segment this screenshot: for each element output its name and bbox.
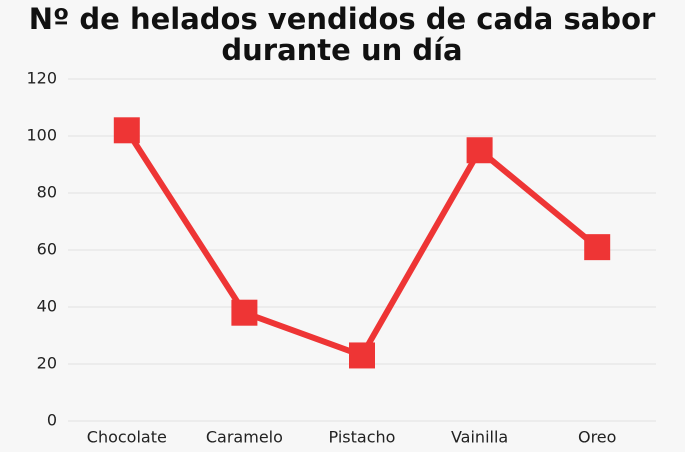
- data-point: [231, 299, 258, 326]
- y-tick-label: 0: [47, 411, 57, 430]
- x-tick-label: Pistacho: [329, 428, 396, 447]
- data-point: [466, 137, 493, 164]
- x-tick-label: Vainilla: [451, 428, 508, 447]
- x-tick-label: Caramelo: [206, 428, 283, 447]
- y-tick-label: 60: [37, 240, 57, 259]
- data-point: [113, 117, 140, 144]
- x-tick-label: Oreo: [578, 428, 616, 447]
- y-tick-label: 120: [26, 69, 57, 88]
- data-point: [349, 342, 375, 369]
- y-tick-label: 80: [37, 183, 57, 202]
- data-line: [124, 128, 600, 359]
- chart-title: Nº de helados vendidos de cada sabor dur…: [28, 2, 656, 67]
- y-tick-label: 20: [37, 354, 57, 373]
- y-tick-label: 100: [26, 126, 57, 145]
- x-tick-label: Chocolate: [87, 428, 167, 447]
- y-tick-label: 40: [37, 297, 57, 316]
- data-point: [584, 234, 611, 261]
